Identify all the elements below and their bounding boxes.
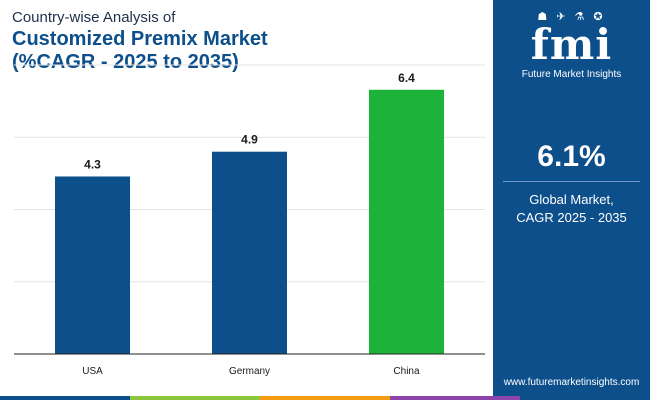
chart-title: Country-wise Analysis of Customized Prem…: [12, 8, 268, 74]
bar-china: [369, 89, 444, 355]
bar-usa: [55, 176, 130, 354]
data-label: 6.4: [398, 71, 415, 85]
global-cagr-label-line-2: CAGR 2025 - 2035: [516, 210, 627, 225]
bottom-color-strip: [0, 396, 650, 400]
strip-segment: [0, 396, 130, 400]
global-cagr-label: Global Market, CAGR 2025 - 2035: [493, 191, 650, 227]
strip-segment: [130, 396, 260, 400]
title-line-3: (%CAGR - 2025 to 2035): [12, 51, 239, 73]
bar-chart: 4.3 USA 4.9 Germany 6.4 China: [14, 64, 485, 377]
global-cagr-value: 6.1%: [537, 140, 606, 173]
x-tick-label: USA: [82, 366, 103, 377]
strip-segment: [260, 396, 390, 400]
logo-tagline: Future Market Insights: [521, 69, 622, 80]
logo-text: fmi: [530, 20, 613, 69]
website-link[interactable]: www.futuremarketinsights.com: [503, 377, 640, 388]
x-tick-label: China: [393, 366, 420, 377]
logo-icons: ☗ ✈ ⚗ ✪: [537, 11, 606, 23]
x-tick-label: Germany: [229, 366, 270, 377]
bar-germany: [212, 151, 287, 354]
title-line-1: Country-wise Analysis of: [12, 9, 176, 26]
strip-segment: [390, 396, 520, 400]
divider: [503, 181, 640, 182]
global-cagr-label-line-1: Global Market,: [529, 192, 614, 207]
fmi-logo: ☗ ✈ ⚗ ✪ fmi Future Market Insights: [493, 10, 650, 82]
strip-segment: [520, 396, 650, 400]
side-panel: ☗ ✈ ⚗ ✪ fmi Future Market Insights 6.1% …: [493, 0, 650, 400]
data-label: 4.3: [84, 157, 101, 171]
data-label: 4.9: [241, 133, 258, 147]
title-line-2: Customized Premix Market: [12, 28, 268, 50]
